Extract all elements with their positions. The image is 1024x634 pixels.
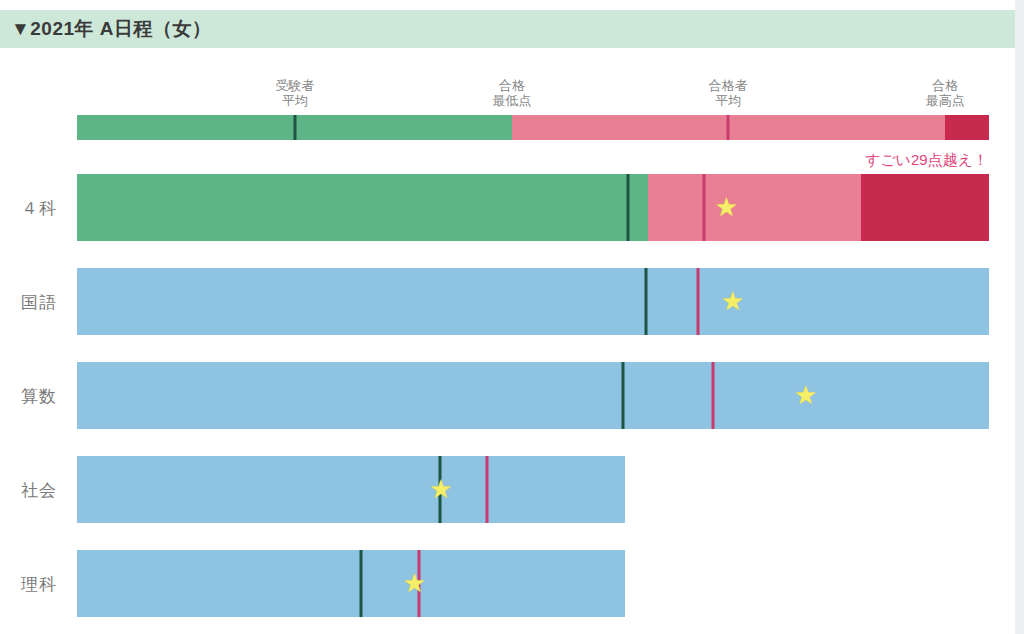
page-edge [1015, 0, 1024, 634]
legend-label-line1: 合格者 [709, 78, 748, 93]
row-label-total-4-subjects: ４科 [6, 197, 72, 220]
legend-label-line2: 平均 [275, 93, 314, 108]
passer-average-line [727, 115, 730, 140]
section-title: ▼2021年 A日程（女） [11, 16, 212, 42]
examinee-average-line [359, 550, 362, 617]
examinee-average-line [622, 362, 625, 429]
legend-label-line2: 平均 [709, 93, 748, 108]
score-bar-science: ★ [77, 550, 625, 617]
row-label-math: 算数 [6, 385, 72, 408]
row-label-science: 理科 [6, 573, 72, 596]
passer-average-line [697, 268, 700, 335]
score-bar-japanese: ★ [77, 268, 989, 335]
legend-label-passer-average: 合格者平均 [709, 78, 748, 108]
legend-scale-bar [77, 115, 989, 140]
score-bar-social-studies-segment-blue [77, 456, 625, 523]
star-marker: ★ [721, 288, 744, 314]
score-bar-japanese-segment-blue [77, 268, 989, 335]
passer-average-line [486, 456, 489, 523]
section-header[interactable]: ▼2021年 A日程（女） [0, 10, 1024, 48]
score-bar-total-4-subjects: ★ [77, 174, 989, 241]
legend-label-pass-maximum: 合格最高点 [926, 78, 965, 108]
legend-label-line2: 最高点 [926, 93, 965, 108]
row-label-social-studies: 社会 [6, 479, 72, 502]
legend-label-line1: 合格 [493, 78, 532, 93]
score-bar-science-segment-blue [77, 550, 625, 617]
examinee-average-line [626, 174, 629, 241]
score-bar-total-4-subjects-segment-pink [648, 174, 861, 241]
legend-scale-bar-segment-dark-red [945, 115, 989, 140]
passer-average-line [703, 174, 706, 241]
legend-label-line2: 最低点 [493, 93, 532, 108]
star-marker: ★ [403, 570, 426, 596]
examinee-average-line [293, 115, 296, 140]
star-marker: ★ [715, 194, 738, 220]
examinee-average-line [645, 268, 648, 335]
score-bar-total-4-subjects-segment-dark-red [861, 174, 989, 241]
page: ▼2021年 A日程（女） 受験者平均合格最低点合格者平均合格最高点４科★すごい… [0, 0, 1024, 634]
star-marker: ★ [794, 382, 817, 408]
legend-label-line1: 合格 [926, 78, 965, 93]
score-bar-social-studies: ★ [77, 456, 625, 523]
passer-average-line [711, 362, 714, 429]
legend-label-pass-minimum: 合格最低点 [493, 78, 532, 108]
score-annotation: すごい29点越え！ [865, 151, 988, 170]
score-bar-math-segment-blue [77, 362, 989, 429]
legend-label-examinee-average: 受験者平均 [275, 78, 314, 108]
star-marker: ★ [429, 476, 452, 502]
row-label-japanese: 国語 [6, 291, 72, 314]
score-bar-total-4-subjects-segment-green [77, 174, 648, 241]
score-bar-math: ★ [77, 362, 989, 429]
legend-label-line1: 受験者 [275, 78, 314, 93]
